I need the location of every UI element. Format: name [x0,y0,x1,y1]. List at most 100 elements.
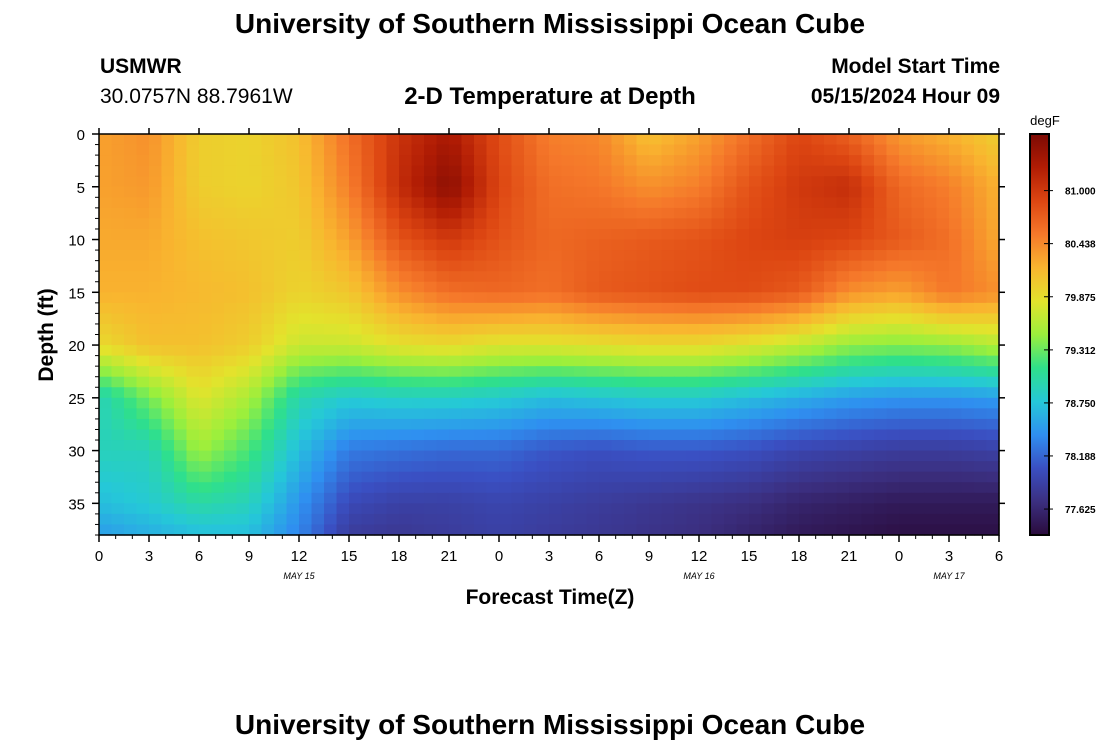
heatmap-cell [211,334,225,346]
heatmap-cell [699,207,713,220]
heatmap-cell [774,450,788,462]
heatmap-cell [474,471,488,483]
heatmap-cell [924,492,938,504]
heatmap-cell [461,144,475,156]
heatmap-cell [224,313,238,325]
heatmap-cell [949,250,963,262]
heatmap-cell [849,355,863,367]
heatmap-cell [424,376,438,388]
heatmap-cell [561,461,575,473]
heatmap-cell [424,271,438,283]
heatmap-cell [799,418,813,431]
heatmap-cell [186,281,200,293]
heatmap-cell [974,355,988,367]
heatmap-cell [324,186,338,198]
heatmap-cell [661,323,675,336]
heatmap-cell [911,471,925,483]
heatmap-cell [886,207,900,220]
heatmap-cell [936,239,950,251]
heatmap-cell [986,260,1000,272]
heatmap-cell [711,155,725,167]
heatmap-cell [599,165,613,177]
heatmap-cell [849,239,863,251]
heatmap-cell [236,134,250,146]
heatmap-cell [949,260,963,272]
heatmap-cell [124,197,138,209]
heatmap-cell [724,302,738,314]
heatmap-cell [299,144,313,156]
heatmap-cell [474,260,488,272]
heatmap-cell [636,408,650,420]
heatmap-cell [699,313,713,325]
heatmap-cell [261,134,275,146]
heatmap-cell [799,176,813,188]
heatmap-cell [199,387,213,399]
heatmap-cell [649,165,663,177]
heatmap-cell [711,197,725,209]
heatmap-cell [749,450,763,462]
heatmap-cell [436,302,450,314]
heatmap-cell [899,397,913,409]
heatmap-cell [486,218,500,230]
heatmap-cell [424,471,438,483]
heatmap-cell [474,197,488,209]
heatmap-cell [949,440,963,452]
heatmap-cell [586,302,600,314]
heatmap-cell [136,165,150,177]
heatmap-cell [624,408,638,420]
heatmap-cell [474,450,488,462]
heatmap-cell [711,408,725,420]
heatmap-cell [524,155,538,167]
heatmap-cell [286,345,300,357]
heatmap-cell [261,302,275,314]
heatmap-cell [686,207,700,220]
heatmap-cell [324,345,338,357]
heatmap-cell [286,165,300,177]
heatmap-cell [161,334,175,346]
heatmap-cell [349,366,363,378]
heatmap-cell [461,323,475,336]
heatmap-cell [661,165,675,177]
heatmap-cell [449,461,463,473]
heatmap-cell [286,334,300,346]
heatmap-cell [424,355,438,367]
heatmap-cell [599,440,613,452]
heatmap-cell [811,313,825,325]
heatmap-cell [299,440,313,452]
heatmap-cell [786,134,800,146]
heatmap-cell [924,250,938,262]
heatmap-cell [124,492,138,504]
heatmap-cell [649,176,663,188]
heatmap-cell [436,155,450,167]
heatmap-cell [899,461,913,473]
heatmap-cell [449,165,463,177]
heatmap-cell [761,144,775,156]
heatmap-cell [661,440,675,452]
heatmap-cell [249,345,263,357]
heatmap-cell [436,366,450,378]
heatmap-cell [399,429,413,441]
heatmap-cell [674,376,688,388]
heatmap-cell [149,260,163,272]
heatmap-cell [974,450,988,462]
heatmap-cell [711,281,725,293]
heatmap-cell [561,134,575,146]
heatmap-cell [836,176,850,188]
heatmap-cell [274,397,288,409]
heatmap-cell [899,281,913,293]
heatmap-cell [536,513,550,526]
heatmap-cell [411,471,425,483]
colorbar-tick-label: 78.188 [1065,452,1096,463]
heatmap-cell [236,228,250,241]
heatmap-cell [674,134,688,146]
heatmap-cell [899,134,913,146]
heatmap-cell [224,461,238,473]
heatmap-cell [274,186,288,198]
heatmap-cell [949,503,963,515]
heatmap-cell [774,492,788,504]
heatmap-cell [374,271,388,283]
heatmap-cell [461,176,475,188]
heatmap-cell [711,228,725,241]
heatmap-cell [386,250,400,262]
heatmap-cell [99,450,113,462]
